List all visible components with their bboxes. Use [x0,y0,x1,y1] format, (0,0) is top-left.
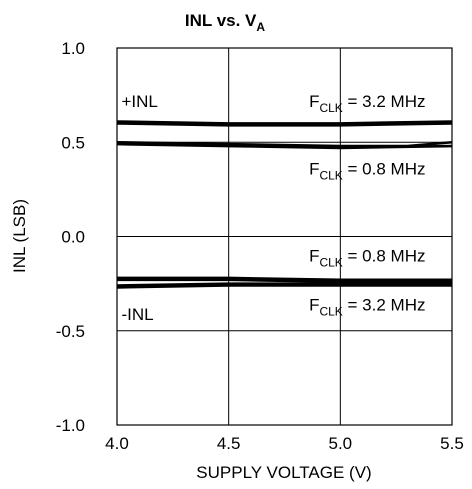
y-axis-label: INL (LSB) [10,199,29,273]
annotation-text: -INL [121,305,153,324]
annotation-text: +INL [121,92,157,111]
annotation-minus-inl: -INL [121,305,153,324]
x-axis-label: SUPPLY VOLTAGE (V) [196,463,371,482]
annotation-fclk-bot-upper: FCLK = 0.8 MHz [309,246,425,269]
annotation-text: F [309,295,319,314]
series-line-1 [116,120,453,125]
x-tick-label: 5.0 [329,434,353,453]
annotation-fclk-top-upper: FCLK = 3.2 MHz [309,92,425,115]
annotation-fclk-top-lower: FCLK = 0.8 MHz [309,160,425,183]
annotation-value: = 3.2 MHz [343,92,426,111]
annotation-plus-inl: +INL [121,92,157,111]
chart-title: INL vs. VA [185,11,266,34]
annotation-value: = 3.2 MHz [343,295,426,314]
y-tick-label: -0.5 [56,322,85,341]
x-tick-label: 4.0 [105,434,129,453]
series-line-2 [116,122,453,127]
annotation-subscript: CLK [319,169,342,183]
annotation-text: F [309,160,319,179]
annotation-subscript: CLK [319,255,342,269]
y-tick-label: 1.0 [61,39,85,58]
annotation-value: = 0.8 MHz [343,246,426,265]
y-tick-label: 0.5 [61,133,85,152]
x-tick-label: 4.5 [217,434,241,453]
annotation-text: F [309,92,319,111]
y-tick-label: 0.0 [61,228,85,247]
series-line-4 [116,142,453,150]
series-line-3 [116,140,453,148]
annotation-fclk-bot-lower: FCLK = 3.2 MHz [309,295,425,318]
annotation-subscript: CLK [319,304,342,318]
annotation-subscript: CLK [319,101,342,115]
annotation-text: F [309,246,319,265]
series-line-5 [117,276,452,282]
plot-frame [116,47,453,426]
y-tick-label: -1.0 [56,416,85,435]
chart-title-main: INL vs. V [185,11,257,30]
annotation-value: = 0.8 MHz [343,160,426,179]
tick-layer: 4.0 4.5 5.0 5.5 1.0 0.5 0.0 -0.5 -1.0 [56,39,464,453]
series-layer [116,120,453,289]
series-line-6 [117,278,452,284]
x-tick-label: 5.5 [440,434,464,453]
series-line-7 [116,282,452,287]
chart-title-subscript: A [256,20,265,34]
series-line-8 [116,284,452,289]
